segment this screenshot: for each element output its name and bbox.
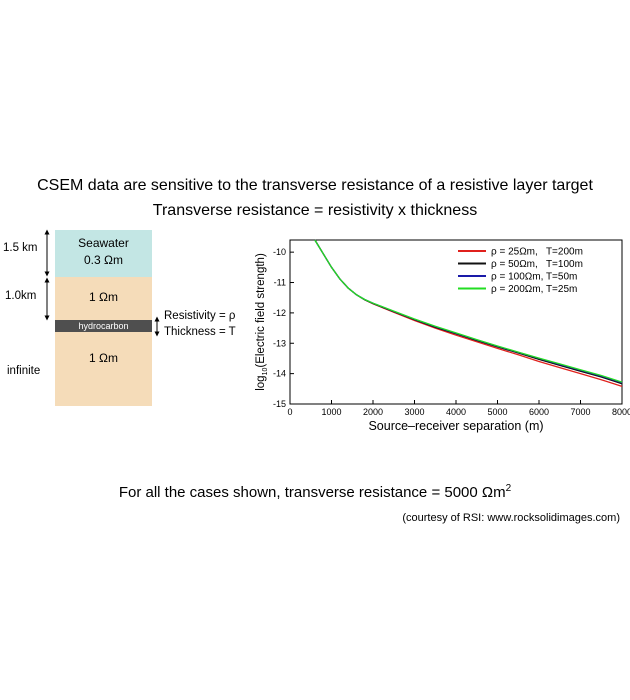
y-tick-label: -11 (274, 278, 286, 288)
x-tick-label: 1000 (321, 407, 341, 417)
legend-entry-1: ρ = 50Ωm, T=100m (491, 259, 583, 270)
axis-ticks: 0 1000 2000 3000 4000 5000 6000 7000 8000 -10 -11 -… (273, 247, 630, 417)
hydrocarbon-layer (55, 320, 152, 332)
seawater-resistivity: 0.3 Ωm (84, 253, 123, 267)
hydrocarbon-label: hydrocarbon (78, 321, 129, 331)
x-axis-label: Source–receiver separation (m) (368, 419, 543, 433)
headline-primary: CSEM data are sensitive to the transvers… (37, 177, 593, 194)
overburden-resistivity: 1 Ωm (89, 290, 118, 304)
x-tick-label: 5000 (487, 407, 507, 417)
thickness-label: Thickness = T (164, 326, 236, 338)
series-line-3 (314, 239, 623, 383)
x-tick-label: 0 (287, 407, 292, 417)
legend-entry-3: ρ = 200Ωm, T=25m (491, 284, 577, 295)
y-tick-label: -12 (273, 308, 286, 318)
x-tick-label: 8000 (612, 407, 630, 417)
y-tick-label: -14 (273, 369, 286, 379)
statement-superscript: 2 (505, 483, 512, 494)
field-strength-chart: 0 1000 2000 3000 4000 5000 6000 7000 8000 -10 -11 -… (255, 239, 630, 433)
overburden-layer (55, 277, 152, 321)
x-tick-label: 4000 (446, 407, 466, 417)
seawater-layer (55, 230, 152, 277)
x-tick-label: 2000 (363, 407, 383, 417)
headline-secondary: Transverse resistance = resistivity x th… (152, 202, 478, 219)
basement-depth-label: infinite (7, 365, 41, 377)
statement-text: For all the cases shown, transverse resi… (118, 484, 506, 501)
transverse-resistance-statement: For all the cases shown, transverse resi… (0, 483, 630, 501)
legend-entry-0: ρ = 25Ωm, T=200m (491, 247, 583, 258)
x-tick-label: 3000 (404, 407, 424, 417)
x-tick-label: 6000 (529, 407, 549, 417)
x-tick-label: 7000 (570, 407, 590, 417)
y-tick-label: -10 (273, 247, 286, 257)
basement-resistivity: 1 Ωm (89, 351, 118, 365)
seawater-depth-label: 1.5 km (3, 242, 38, 254)
legend-entry-2: ρ = 100Ωm, T=50m (491, 272, 577, 283)
y-tick-label: -15 (273, 399, 286, 409)
seawater-label: Seawater (78, 236, 129, 250)
series-lines (314, 239, 623, 388)
credit-note: (courtesy of RSI: www.rocksolidimages.co… (402, 512, 620, 524)
basement-layer (55, 332, 152, 406)
overburden-depth-label: 1.0km (5, 290, 37, 302)
y-tick-label: -13 (273, 338, 286, 348)
resistivity-label: Resistivity = ρ (164, 310, 236, 322)
y-axis-label: log10(Electric field strength) (255, 253, 269, 391)
